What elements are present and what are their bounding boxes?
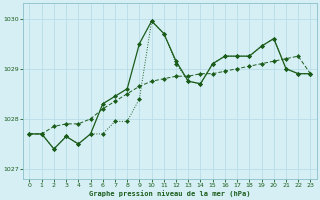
X-axis label: Graphe pression niveau de la mer (hPa): Graphe pression niveau de la mer (hPa) (89, 190, 251, 197)
